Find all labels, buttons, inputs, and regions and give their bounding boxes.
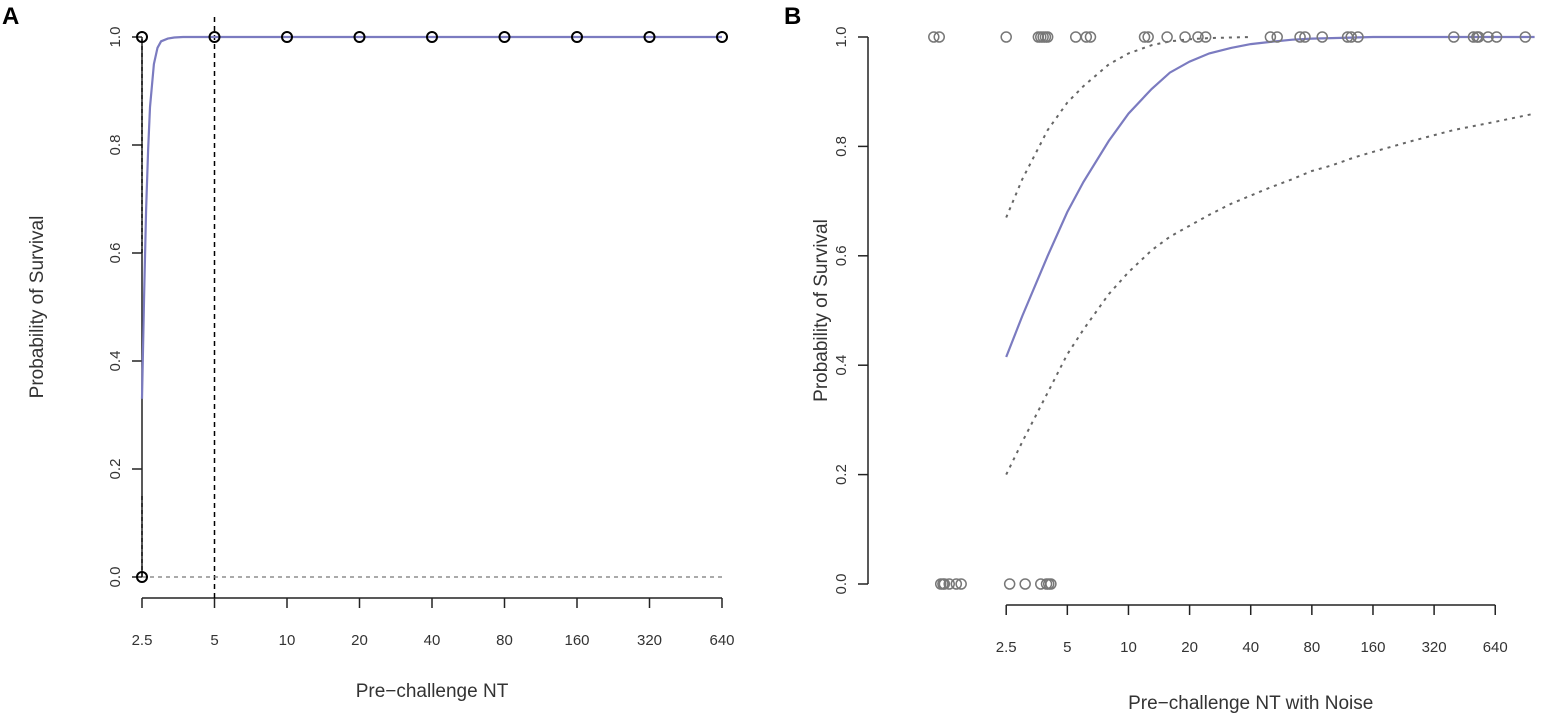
x-tick-label: 80 [496, 632, 513, 649]
data-point [943, 578, 955, 590]
data-point [1467, 31, 1480, 43]
y-tick-label: 0.4 [833, 355, 850, 376]
y-tick-label: 0.2 [833, 464, 850, 485]
x-tick-label: 10 [279, 632, 296, 649]
data-point [1316, 31, 1328, 43]
data-point [643, 31, 656, 43]
x-tick-label: 2.5 [996, 639, 1017, 656]
data-point [353, 31, 366, 43]
data-point [955, 578, 967, 590]
data-point [1069, 31, 1082, 43]
data-point [938, 578, 951, 590]
y-tick-label: 0.0 [833, 574, 850, 595]
panel-label-a: A [2, 3, 19, 30]
data-point [1294, 31, 1306, 43]
x-tick-label: 20 [1181, 639, 1198, 656]
x-tick-label: 2.5 [132, 632, 153, 649]
data-point [1041, 31, 1054, 43]
x-tick-label: 20 [351, 632, 368, 649]
x-tick-label: 640 [709, 632, 734, 649]
data-point [933, 31, 945, 43]
ci-lower-line [1005, 112, 1535, 476]
y-tick-label: 0.2 [107, 459, 124, 480]
data-point [1080, 31, 1093, 43]
x-tick-label: 320 [1422, 639, 1447, 656]
x-axis-title: Pre−challenge NT [356, 681, 509, 702]
data-point [1299, 31, 1311, 43]
data-point [1448, 31, 1460, 43]
data-point [1264, 31, 1277, 43]
data-point [1161, 31, 1173, 43]
data-point [1003, 578, 1016, 590]
data-point [1271, 31, 1283, 43]
x-tick-label: 10 [1120, 639, 1137, 656]
data-point [281, 31, 293, 43]
data-point [136, 31, 148, 43]
data-point [208, 31, 221, 43]
data-point [1084, 31, 1097, 43]
data-point [1192, 31, 1204, 43]
x-tick-label: 160 [1360, 639, 1385, 656]
data-point [1019, 578, 1031, 590]
x-tick-label: 40 [424, 632, 441, 649]
data-point [1179, 31, 1191, 43]
x-tick-label: 5 [1063, 639, 1071, 656]
y-tick-label: 0.8 [833, 136, 850, 157]
fit-curve-line [1005, 35, 1535, 358]
data-point [1142, 31, 1154, 43]
x-tick-label: 640 [1483, 639, 1508, 656]
data-point [1490, 31, 1503, 43]
data-point [1352, 31, 1364, 43]
data-point [716, 31, 728, 43]
y-tick-label: 0.0 [107, 567, 124, 588]
ci-upper-line [1005, 36, 1251, 218]
panel-label-b: B [784, 3, 801, 30]
data-point [1000, 31, 1012, 43]
data-point [136, 571, 148, 583]
fit-curve-line [140, 35, 722, 399]
y-tick-label: 0.6 [107, 243, 124, 264]
data-point [1519, 31, 1532, 43]
data-point [498, 31, 511, 43]
y-axis-title: Probability of Survival [27, 216, 48, 399]
data-point [1345, 31, 1357, 43]
x-tick-label: 5 [210, 632, 218, 649]
data-point [1045, 578, 1057, 590]
chart-panel-b: 2.5 5 10 20 40 80 160 320 640 0.0 0.2 0.4 0.6 0.8 1.0 P… [811, 27, 1535, 714]
y-tick-label: 1.0 [833, 27, 850, 48]
y-tick-label: 0.6 [833, 245, 850, 266]
data-point [1199, 31, 1212, 43]
data-point [1482, 31, 1494, 43]
y-tick-label: 0.8 [107, 135, 124, 156]
x-tick-label: 160 [564, 632, 589, 649]
data-point [426, 31, 438, 43]
x-axis-title: Pre−challenge NT with Noise [1128, 693, 1373, 714]
y-tick-label: 0.4 [107, 351, 124, 372]
chart-panel-a: 2.5 5 10 20 40 80 160 320 640 0.0 0.2 0.4 0.6 0.8 1.0 P… [27, 17, 735, 702]
x-tick-label: 40 [1242, 639, 1259, 656]
data-point [950, 578, 963, 590]
x-tick-label: 80 [1304, 639, 1321, 656]
y-tick-label: 1.0 [107, 27, 124, 48]
data-point [1138, 31, 1151, 43]
data-point [571, 31, 583, 43]
y-axis-title: Probability of Survival [811, 219, 832, 402]
data-point [928, 31, 940, 43]
x-tick-label: 320 [637, 632, 662, 649]
